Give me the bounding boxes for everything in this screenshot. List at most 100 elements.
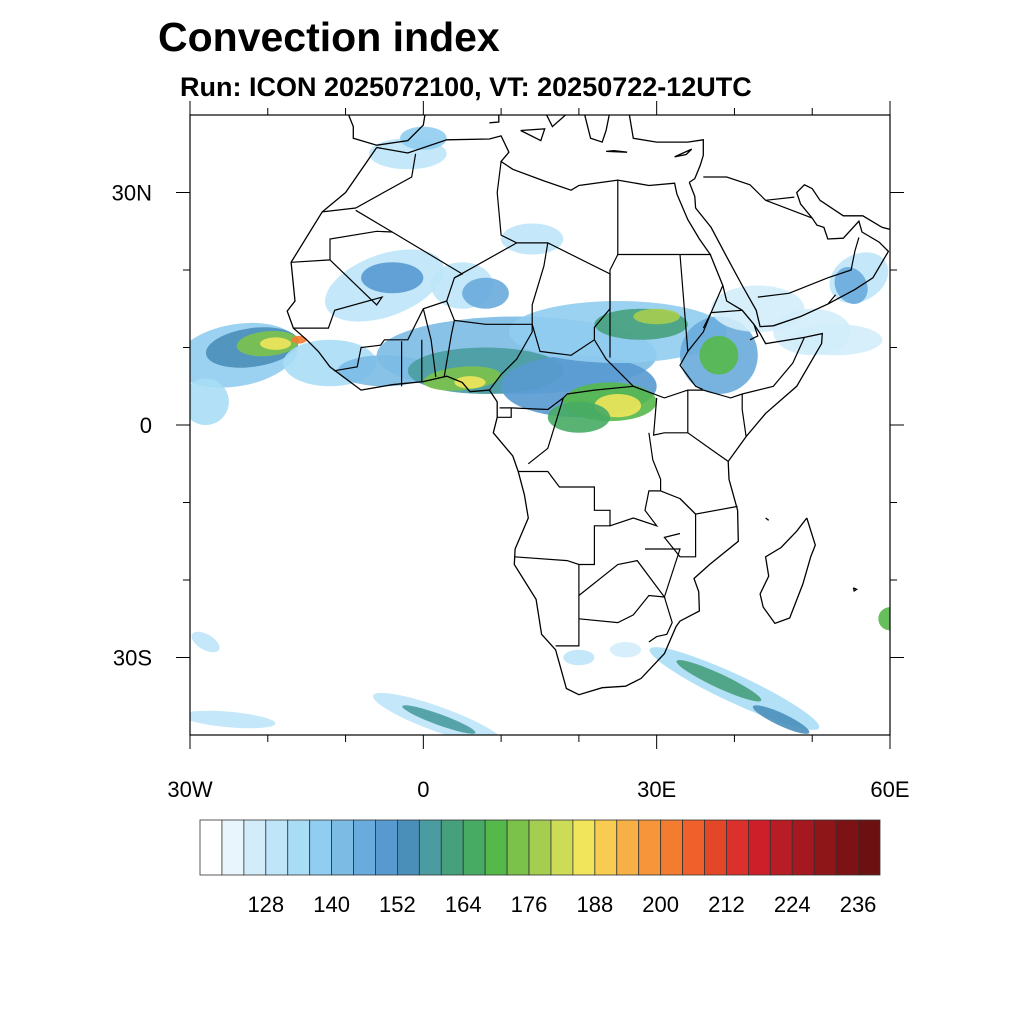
colorbar-box (704, 819, 727, 876)
country-border (527, 397, 564, 465)
colorbar-label: 224 (774, 892, 811, 917)
colorbar-box (660, 819, 683, 876)
colorbar-box (835, 819, 859, 876)
convection-cell (699, 335, 739, 375)
coastline (852, 587, 858, 592)
colorbar-box (550, 819, 574, 876)
axis-ticks: 30W 0 30E 60E 30N 0 30S (112, 101, 910, 802)
coastline (765, 517, 770, 521)
colorbar-box (572, 819, 596, 876)
convection-cell (462, 277, 509, 309)
country-border (555, 564, 580, 647)
coastline (520, 128, 546, 142)
convection-cell (190, 710, 276, 729)
convection-cell (834, 267, 868, 304)
coastline (606, 149, 628, 153)
colorbar-box (726, 819, 749, 876)
convection-cell (547, 401, 611, 433)
coastline (584, 115, 610, 143)
convection-cell (676, 660, 762, 702)
country-border (593, 273, 611, 340)
country-border (454, 319, 533, 325)
convection-cell (402, 705, 476, 734)
colorbar-box (682, 819, 705, 876)
country-border (663, 498, 697, 558)
country-border (496, 161, 619, 275)
convection-cell (454, 376, 486, 389)
colorbar-box (594, 819, 618, 876)
coastline (628, 115, 704, 183)
country-border (422, 308, 437, 377)
convection-cell (633, 308, 681, 325)
colorbar-box (375, 819, 398, 876)
convection-cell (752, 705, 810, 734)
colorbar-box (418, 819, 442, 876)
colorbar-box (440, 819, 464, 876)
convection-cell (788, 324, 883, 356)
colorbar-box (199, 819, 223, 876)
colorbar-box (791, 819, 815, 876)
colorbar-box (221, 819, 245, 876)
convection-cell (563, 649, 595, 666)
country-border (703, 176, 795, 201)
convection-cell (190, 378, 229, 425)
colorbar-box (528, 819, 552, 876)
country-border (609, 432, 662, 527)
coastline (545, 115, 567, 128)
country-border (322, 153, 417, 213)
convection-cell (291, 335, 307, 344)
colorbar-label: 236 (840, 892, 877, 917)
country-border (617, 180, 712, 256)
coastline (759, 517, 816, 625)
y-tick-label: 0 (140, 413, 152, 438)
coastlines (286, 115, 890, 696)
colorbar-label: 176 (511, 892, 548, 917)
colorbar-box (747, 819, 771, 876)
country-border (578, 559, 666, 624)
country-border (514, 470, 611, 566)
x-tick-label: 60E (870, 777, 909, 802)
colorbar-box (265, 819, 289, 876)
convection-cell (501, 223, 564, 255)
colorbar-box (638, 819, 662, 876)
country-border (679, 254, 724, 353)
colorbar-box (484, 819, 508, 876)
country-border (741, 394, 747, 437)
colorbar-label: 128 (247, 892, 284, 917)
convection-cell (609, 642, 642, 658)
colorbar-label: 152 (379, 892, 416, 917)
country-border (355, 209, 464, 279)
convection-cell (259, 337, 292, 350)
chart-title: Convection index (158, 14, 500, 60)
colorbar-box (287, 819, 311, 876)
chart-subtitle: Run: ICON 2025072100, VT: 20250722-12UTC (180, 72, 752, 102)
country-border (291, 230, 393, 263)
country-border (497, 407, 512, 418)
colorbar: 128 140 152 164 176 188 200 212 224 236 (199, 819, 881, 917)
coastline (674, 148, 693, 158)
colorbar-label: 188 (576, 892, 613, 917)
country-border (827, 294, 837, 305)
country-border (293, 259, 384, 329)
country-border (652, 397, 729, 462)
colorbar-box (397, 819, 420, 876)
country-border (488, 324, 533, 391)
convection-field (190, 126, 890, 735)
country-border (443, 300, 456, 377)
colorbar-box (243, 819, 267, 876)
country-border (660, 490, 738, 515)
country-border (333, 242, 517, 372)
colorbar-label: 200 (642, 892, 679, 917)
colorbar-box (813, 819, 837, 876)
country-border (645, 548, 681, 598)
x-tick-label: 30W (167, 777, 212, 802)
convection-cell (361, 262, 424, 294)
country-border (757, 292, 789, 298)
country-border (702, 309, 743, 329)
colorbar-label: 212 (708, 892, 745, 917)
y-tick-label: 30N (112, 181, 152, 206)
x-tick-label: 30E (637, 777, 676, 802)
coastline (347, 115, 427, 146)
colorbar-box (616, 819, 640, 876)
